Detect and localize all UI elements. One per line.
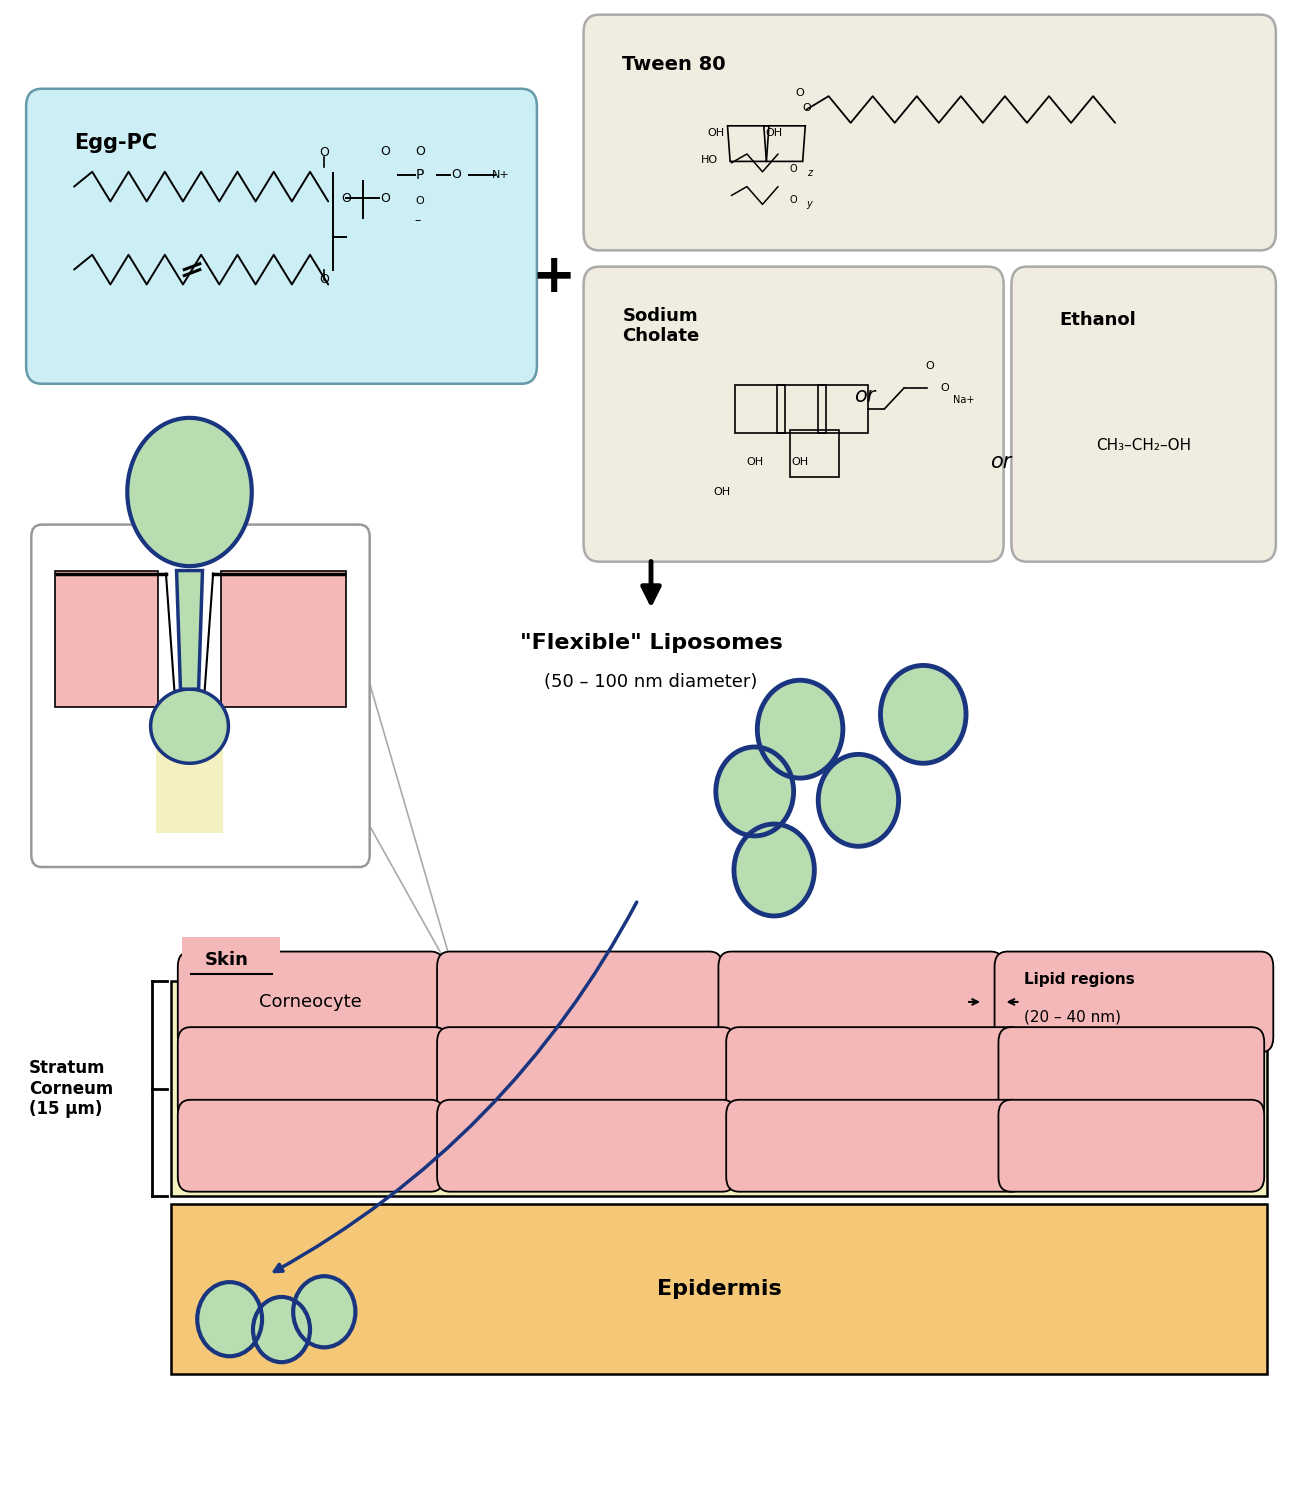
FancyBboxPatch shape [26,89,536,384]
Text: (50 – 100 nm diameter): (50 – 100 nm diameter) [544,673,758,690]
Text: "Flexible" Liposomes: "Flexible" Liposomes [519,632,783,653]
Text: or: or [854,385,876,406]
FancyBboxPatch shape [727,1027,1025,1122]
Text: Corneocyte: Corneocyte [259,992,362,1010]
Text: O: O [802,103,811,113]
Text: N+: N+ [492,170,509,180]
Polygon shape [128,418,251,565]
Text: Egg-PC: Egg-PC [74,134,158,153]
Text: OH: OH [713,487,730,497]
Text: O: O [380,192,391,205]
FancyBboxPatch shape [995,951,1273,1052]
Bar [172,981,1267,1196]
Text: O: O [319,146,329,159]
Text: y: y [806,199,812,210]
Text: O: O [341,192,352,205]
Circle shape [293,1277,355,1347]
FancyBboxPatch shape [999,1027,1264,1122]
FancyBboxPatch shape [178,951,444,1052]
Circle shape [758,680,842,778]
Text: O: O [926,362,934,371]
FancyBboxPatch shape [583,15,1276,250]
Text: P: P [417,168,424,182]
Text: +: + [531,251,575,304]
Text: O: O [790,164,797,174]
Text: OH: OH [766,128,783,138]
FancyBboxPatch shape [1012,266,1276,561]
Text: HO: HO [700,155,717,165]
Text: O: O [796,88,805,98]
Text: Stratum
Corneum
(15 μm): Stratum Corneum (15 μm) [29,1059,113,1119]
FancyBboxPatch shape [437,951,723,1052]
Circle shape [880,665,966,763]
Text: O: O [319,274,329,287]
Text: OH: OH [792,457,809,467]
Text: Tween 80: Tween 80 [622,55,727,74]
Bar [156,704,223,833]
Text: Epidermis: Epidermis [656,1278,781,1299]
FancyBboxPatch shape [719,951,1004,1052]
Circle shape [716,747,794,836]
Circle shape [734,824,814,917]
Text: –: – [414,214,421,228]
Text: O: O [415,144,426,158]
FancyBboxPatch shape [178,1027,448,1122]
Text: Na+: Na+ [953,394,974,405]
Text: CH₃–CH₂–OH: CH₃–CH₂–OH [1096,437,1191,452]
Text: Skin: Skin [206,951,249,970]
FancyBboxPatch shape [31,525,370,868]
FancyBboxPatch shape [182,937,280,984]
Circle shape [818,754,898,847]
Text: Lipid regions: Lipid regions [1025,972,1135,987]
FancyBboxPatch shape [999,1100,1264,1192]
Text: O: O [415,196,424,207]
Circle shape [253,1298,310,1362]
Polygon shape [151,689,228,763]
FancyBboxPatch shape [55,570,159,707]
Text: OH: OH [707,128,724,138]
Circle shape [197,1283,262,1356]
Text: Sodium
Cholate: Sodium Cholate [622,307,699,345]
Text: O: O [380,144,391,158]
Polygon shape [177,570,203,689]
FancyBboxPatch shape [178,1100,444,1192]
Text: OH: OH [746,457,763,467]
FancyBboxPatch shape [437,1027,736,1122]
Text: or: or [991,452,1012,472]
FancyBboxPatch shape [220,570,346,707]
Text: z: z [806,168,811,179]
FancyBboxPatch shape [727,1100,1025,1192]
FancyBboxPatch shape [583,266,1004,561]
Text: (20 – 40 nm): (20 – 40 nm) [1025,1009,1121,1024]
Text: O: O [790,195,797,205]
Bar [172,1204,1267,1373]
Text: Ethanol: Ethanol [1060,311,1137,329]
Text: O: O [452,168,461,182]
FancyBboxPatch shape [437,1100,736,1192]
Text: O: O [940,384,949,393]
